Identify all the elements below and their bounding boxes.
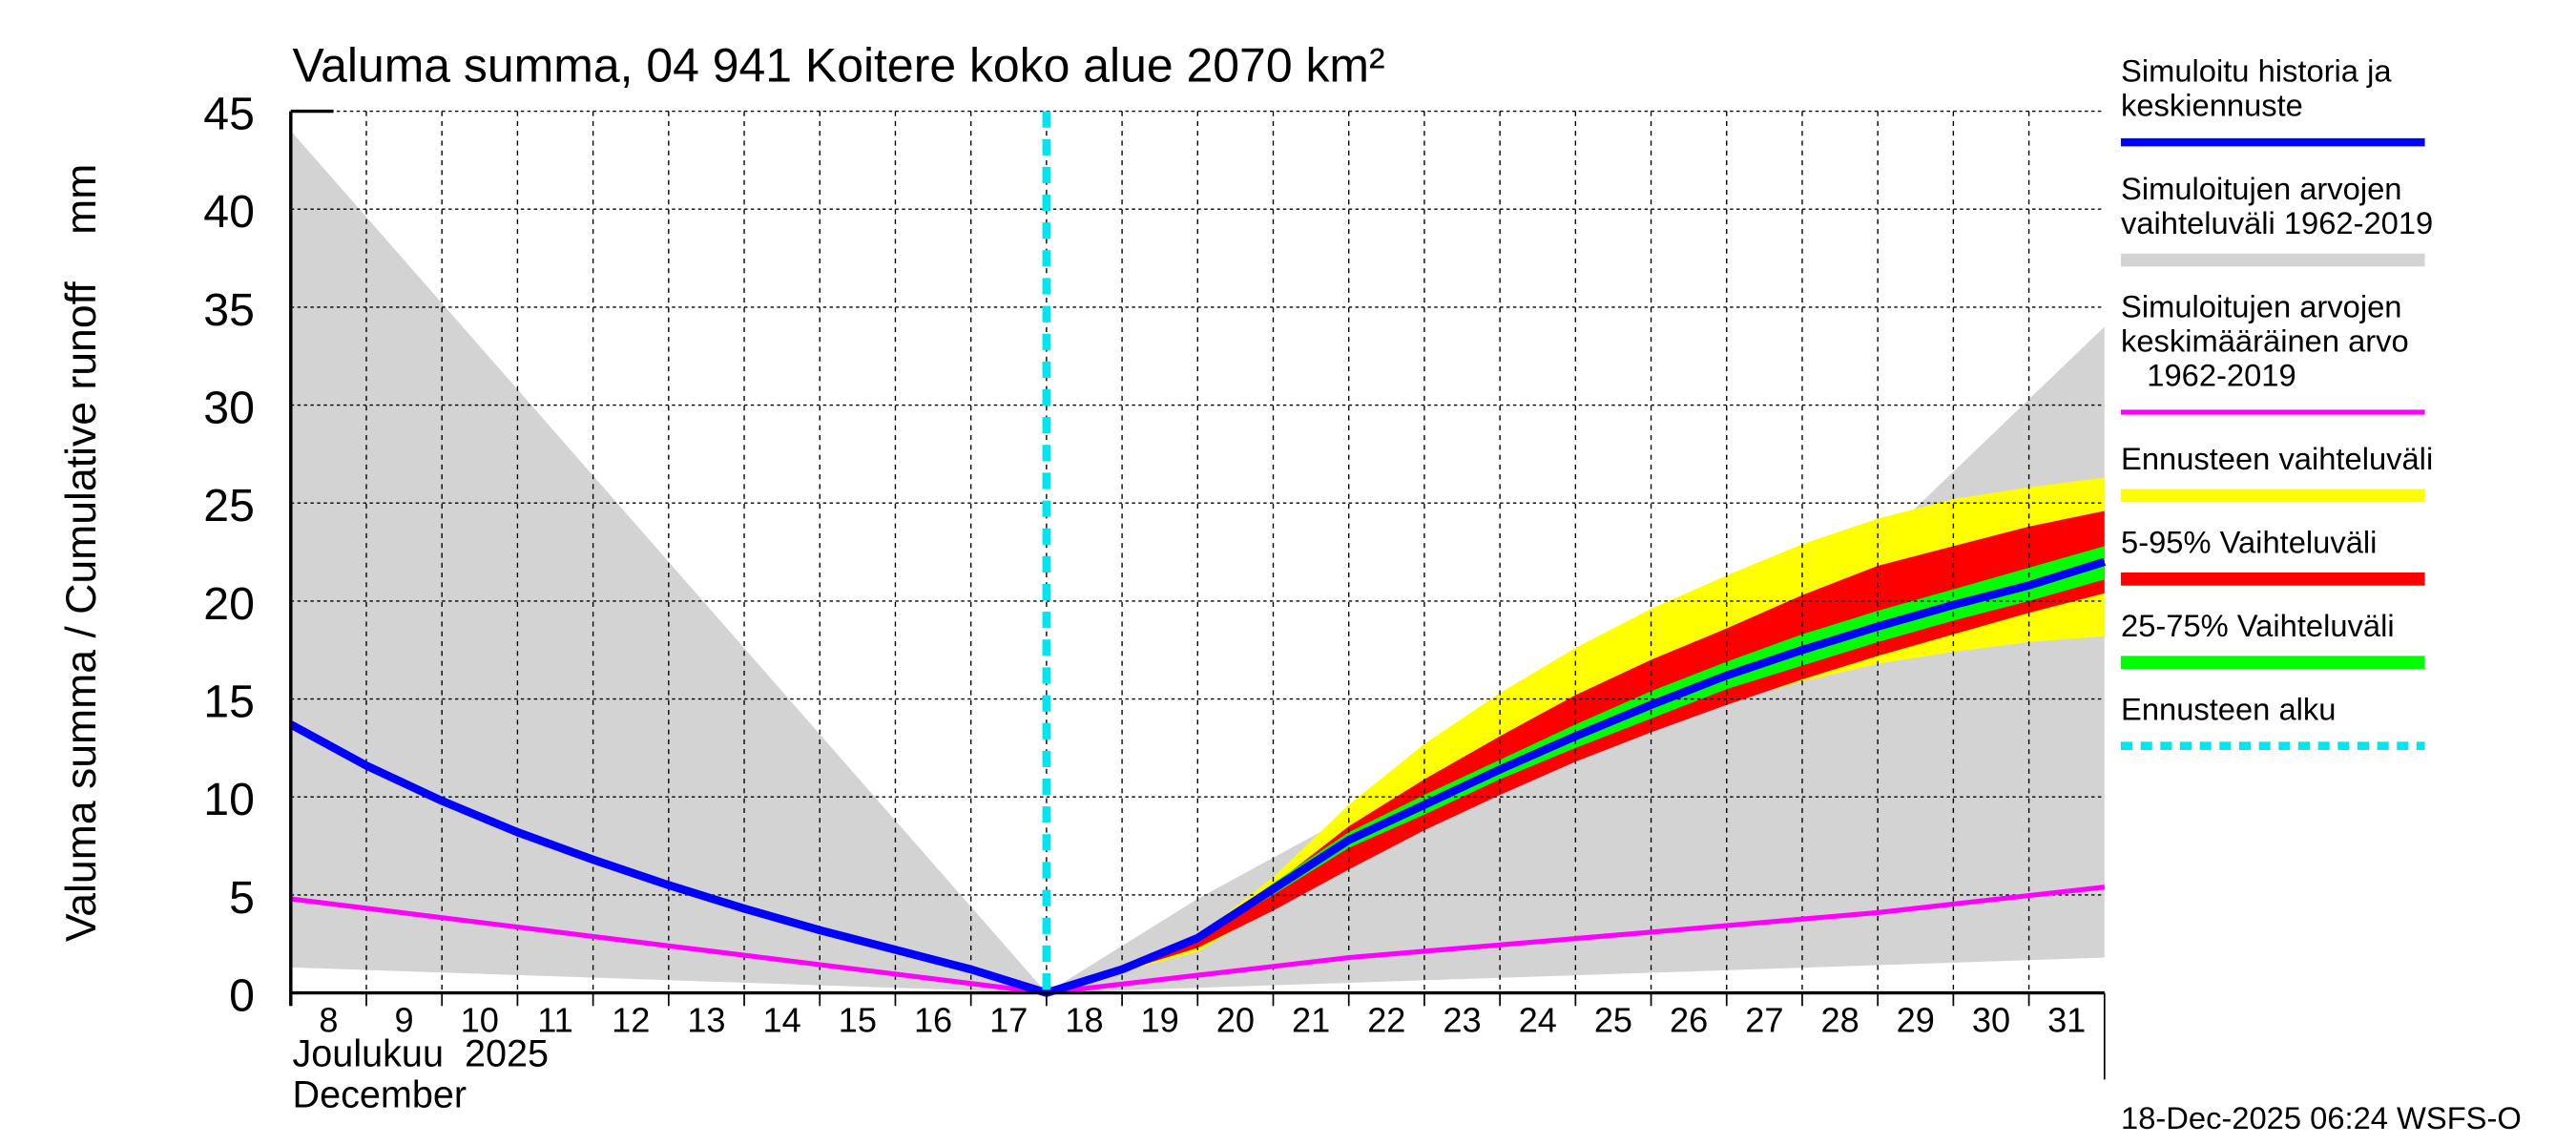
x-tick-label: 13 — [687, 1001, 725, 1040]
legend-label: Simuloitujen arvojen — [2121, 171, 2401, 206]
timestamp: 18-Dec-2025 06:24 WSFS-O — [2121, 1100, 2522, 1135]
x-tick-label: 26 — [1670, 1001, 1708, 1040]
x-tick-label: 25 — [1594, 1001, 1632, 1040]
y-tick-label: 5 — [229, 872, 255, 924]
legend-label: 1962-2019 — [2121, 358, 2296, 393]
y-tick-label: 35 — [203, 284, 255, 336]
legend-label: keskimääräinen arvo — [2121, 323, 2409, 359]
series-0-band — [290, 131, 2105, 993]
x-axis-label-fi: Joulukuu 2025 — [293, 1033, 550, 1075]
y-tick-label: 0 — [229, 970, 255, 1022]
legend-label: vaihteluväli 1962-2019 — [2121, 205, 2433, 240]
chart-title: Valuma summa, 04 941 Koitere koko alue 2… — [293, 39, 1385, 93]
y-tick-label: 25 — [203, 480, 255, 531]
y-axis-label: Valuma summa / Cumulative runoff mm — [58, 164, 105, 942]
x-tick-label: 10 — [461, 1001, 499, 1040]
y-tick-label: 45 — [203, 89, 255, 140]
x-tick-label: 19 — [1141, 1001, 1179, 1040]
x-axis-label-en: December — [293, 1074, 467, 1116]
series-5-line — [288, 557, 2107, 997]
x-tick-label: 9 — [395, 1001, 414, 1040]
x-tick-label: 22 — [1367, 1001, 1405, 1040]
x-tick-label: 8 — [319, 1001, 338, 1040]
x-tick-label: 30 — [1972, 1001, 2010, 1040]
x-tick-label: 15 — [839, 1001, 877, 1040]
x-tick-label: 11 — [537, 1001, 573, 1040]
series-4-line — [290, 885, 2106, 996]
y-tick-label: 30 — [203, 383, 255, 434]
x-tick-label: 18 — [1065, 1001, 1103, 1040]
legend-label: Simuloitujen arvojen — [2121, 289, 2401, 324]
x-tick-label: 28 — [1820, 1001, 1859, 1040]
x-tick-label: 27 — [1745, 1001, 1783, 1040]
x-tick-label: 20 — [1216, 1001, 1255, 1040]
legend-label: Simuloitu historia ja — [2121, 53, 2392, 89]
x-tick-label: 31 — [2047, 1001, 2086, 1040]
x-tick-label: 24 — [1519, 1001, 1557, 1040]
x-tick-label: 12 — [612, 1001, 650, 1040]
legend-label: Ennusteen alku — [2121, 691, 2336, 726]
y-tick-label: 40 — [203, 186, 255, 238]
y-tick-label: 10 — [203, 774, 255, 825]
x-tick-label: 14 — [763, 1001, 801, 1040]
y-tick-label: 20 — [203, 578, 255, 630]
x-tick-label: 16 — [914, 1001, 952, 1040]
legend-label: 5-95% Vaihteluväli — [2121, 524, 2377, 559]
x-tick-label: 17 — [989, 1001, 1028, 1040]
y-tick-label: 15 — [203, 677, 255, 728]
legend-label: Ennusteen vaihteluväli — [2121, 441, 2433, 476]
x-tick-label: 23 — [1443, 1001, 1481, 1040]
x-tick-label: 29 — [1897, 1001, 1935, 1040]
legend-label: keskiennuste — [2121, 88, 2303, 123]
legend-label: 25-75% Vaihteluväli — [2121, 608, 2395, 643]
x-tick-label: 21 — [1292, 1001, 1330, 1040]
